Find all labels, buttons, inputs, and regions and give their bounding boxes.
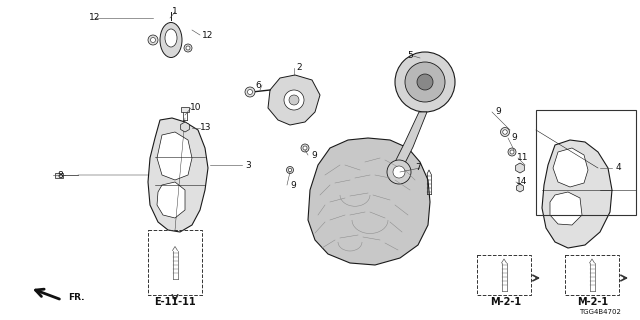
Text: 2: 2: [296, 63, 302, 73]
Ellipse shape: [160, 22, 182, 58]
Text: 1: 1: [172, 7, 178, 17]
Circle shape: [248, 90, 253, 94]
Text: 11: 11: [517, 154, 529, 163]
Bar: [148, 230, 202, 295]
Bar: [181, 107, 189, 112]
Circle shape: [500, 127, 509, 137]
Polygon shape: [148, 118, 208, 232]
Circle shape: [284, 90, 304, 110]
Text: M-2-1: M-2-1: [577, 297, 609, 307]
Circle shape: [417, 74, 433, 90]
Circle shape: [245, 87, 255, 97]
Circle shape: [301, 144, 309, 152]
Polygon shape: [553, 148, 588, 187]
Polygon shape: [308, 138, 430, 265]
Circle shape: [148, 35, 158, 45]
Text: M-2-1: M-2-1: [490, 297, 522, 307]
Text: 3: 3: [245, 161, 251, 170]
Polygon shape: [157, 132, 192, 180]
Circle shape: [508, 148, 516, 156]
Text: 12: 12: [202, 30, 214, 39]
Text: 5: 5: [407, 51, 413, 60]
Bar: [55, 173, 63, 178]
Circle shape: [289, 95, 299, 105]
Polygon shape: [550, 192, 582, 225]
Text: 13: 13: [200, 124, 212, 132]
Text: 9: 9: [311, 150, 317, 159]
Polygon shape: [516, 184, 524, 192]
Circle shape: [288, 168, 292, 172]
Circle shape: [510, 150, 514, 154]
Circle shape: [186, 46, 190, 50]
Bar: [477, 255, 531, 295]
Ellipse shape: [165, 29, 177, 47]
Circle shape: [150, 37, 156, 43]
Circle shape: [287, 166, 294, 173]
Text: 4: 4: [615, 164, 621, 172]
Text: 9: 9: [290, 180, 296, 189]
Text: TGG4B4702: TGG4B4702: [579, 309, 621, 315]
Polygon shape: [516, 163, 524, 173]
Text: 9: 9: [495, 108, 501, 116]
Circle shape: [184, 44, 192, 52]
Text: 6: 6: [255, 81, 261, 90]
Bar: [565, 255, 619, 295]
Circle shape: [387, 160, 411, 184]
Polygon shape: [395, 112, 427, 167]
Text: 8: 8: [57, 171, 63, 180]
Text: 7: 7: [415, 164, 421, 172]
Bar: [536, 110, 636, 215]
Circle shape: [395, 52, 455, 112]
Text: E-11-11: E-11-11: [154, 297, 196, 307]
Circle shape: [393, 166, 405, 178]
Polygon shape: [180, 122, 189, 132]
Polygon shape: [542, 140, 612, 248]
Text: FR.: FR.: [68, 292, 84, 301]
Text: 14: 14: [516, 178, 528, 187]
Text: 12: 12: [90, 13, 100, 22]
Circle shape: [503, 130, 508, 134]
Polygon shape: [157, 182, 185, 218]
Polygon shape: [268, 75, 320, 125]
Circle shape: [405, 62, 445, 102]
Text: 10: 10: [190, 103, 202, 113]
Text: 9: 9: [511, 133, 517, 142]
Circle shape: [303, 146, 307, 150]
